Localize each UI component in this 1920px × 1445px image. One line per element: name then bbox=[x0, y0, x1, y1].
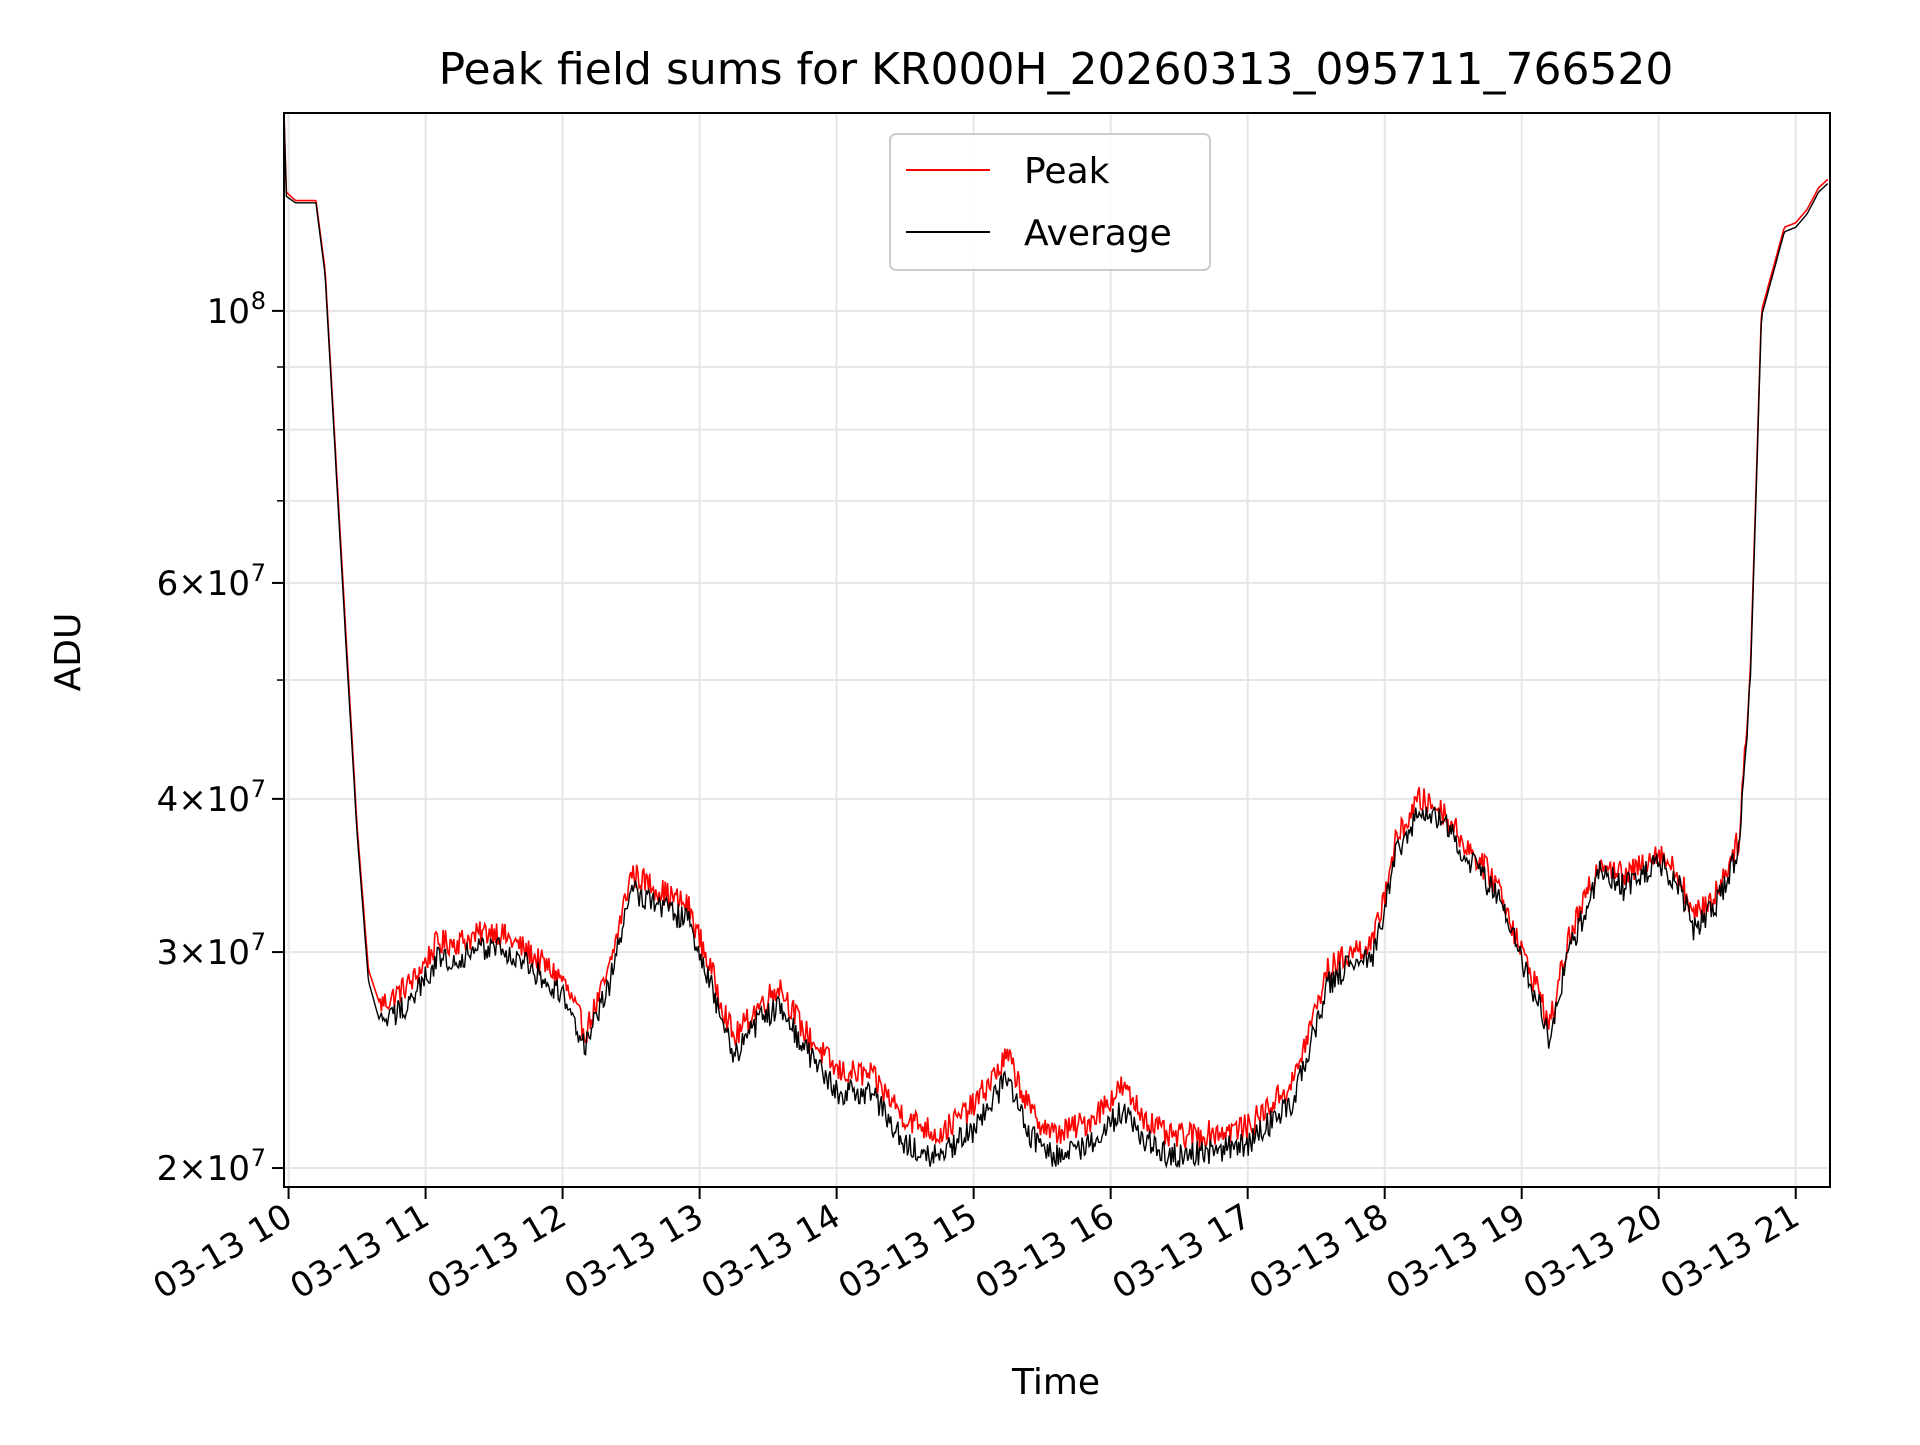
y-tick-mantissa: 4×10 bbox=[157, 780, 250, 820]
legend-label-average: Average bbox=[1024, 213, 1172, 254]
y-tick-times: × bbox=[178, 780, 207, 820]
grid-lines bbox=[284, 113, 1830, 1187]
y-axis-label: ADU bbox=[48, 613, 89, 692]
plot-frame bbox=[283, 112, 1831, 1188]
y-tick-label: 810 bbox=[207, 287, 266, 332]
y-tick-times: × bbox=[178, 933, 207, 973]
legend-box bbox=[889, 133, 1211, 271]
chart-title: Peak field sums for KR000H_20260313_0957… bbox=[439, 44, 1674, 95]
y-tick-label: 74×10 bbox=[157, 775, 266, 820]
y-tick-mantissa-digit: 3 bbox=[157, 933, 179, 973]
y-tick-mantissa: 3×10 bbox=[157, 933, 250, 973]
y-tick-label: 73×10 bbox=[157, 928, 266, 973]
y-tick-base: 10 bbox=[207, 292, 250, 332]
y-tick-base: 10 bbox=[207, 1149, 250, 1189]
series-lines bbox=[283, 112, 1829, 1169]
y-tick-label: 76×10 bbox=[157, 559, 266, 604]
y-tick-mantissa: 2×10 bbox=[157, 1149, 250, 1189]
y-tick-mantissa-digit: 6 bbox=[157, 564, 179, 604]
y-tick-mantissa-digit: 4 bbox=[157, 780, 179, 820]
y-tick-exponent: 8 bbox=[251, 287, 266, 315]
y-tick-base: 10 bbox=[207, 564, 250, 604]
y-tick-times: × bbox=[178, 564, 207, 604]
y-tick-base: 10 bbox=[207, 780, 250, 820]
y-tick-mantissa: 10 bbox=[207, 292, 250, 332]
y-tick-base: 10 bbox=[207, 933, 250, 973]
y-tick-exponent: 7 bbox=[251, 775, 266, 803]
y-tick-exponent: 7 bbox=[251, 559, 266, 587]
y-tick-exponent: 7 bbox=[251, 1144, 266, 1172]
y-tick-mantissa: 6×10 bbox=[157, 564, 250, 604]
y-tick-label: 72×10 bbox=[157, 1144, 266, 1189]
y-tick-mantissa-digit: 2 bbox=[157, 1149, 179, 1189]
legend: Peak Average bbox=[889, 133, 1211, 271]
legend-label-peak: Peak bbox=[1024, 151, 1110, 192]
series-line-average bbox=[283, 112, 1829, 1169]
x-axis-label: Time bbox=[1011, 1362, 1100, 1403]
y-tick-times: × bbox=[178, 1149, 207, 1189]
y-tick-exponent: 7 bbox=[251, 928, 266, 956]
